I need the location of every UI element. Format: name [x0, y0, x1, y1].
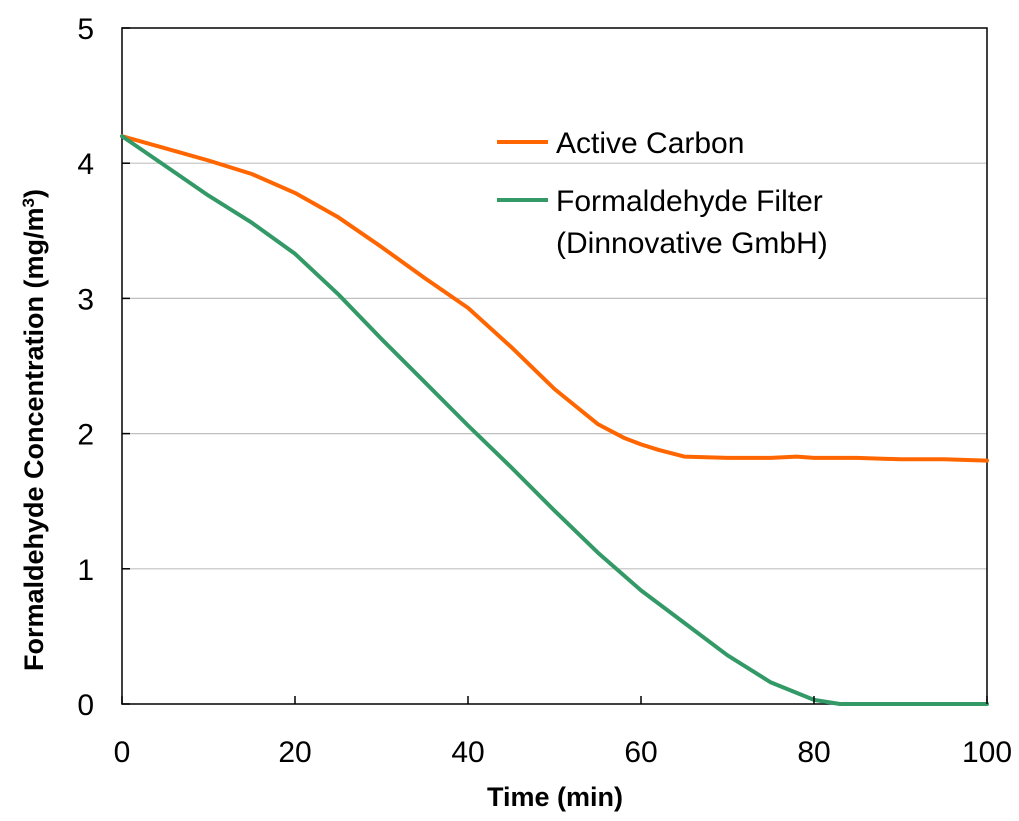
plot-area-border: [121, 27, 988, 705]
y-axis-title-superscript: 3: [19, 198, 38, 207]
series-line-1: [120, 134, 989, 463]
grid-layer: [122, 162, 987, 570]
series-line-2: [120, 134, 989, 706]
y-axis-title: Formaldehyde Concentration (mg/m3): [19, 189, 50, 671]
legend-label-1: Active Carbon: [556, 127, 744, 160]
y-tick-label: 3: [77, 283, 94, 316]
x-tick-label: 80: [797, 736, 830, 769]
legend: Active Carbon Formaldehyde Filter (Dinnova…: [497, 127, 828, 260]
y-tick-label: 0: [77, 689, 94, 722]
x-axis-title: Time (min): [487, 782, 623, 812]
y-axis-title-main: Formaldehyde Concentration (mg/m: [19, 207, 49, 671]
x-tick-label: 100: [962, 736, 1012, 769]
x-tick-label: 0: [114, 736, 131, 769]
series-layer: [120, 134, 989, 706]
x-tick-label: 20: [278, 736, 311, 769]
legend-label-2: (Dinnovative GmbH): [556, 227, 828, 260]
legend-label-2: Formaldehyde Filter: [556, 185, 823, 218]
x-tick-label: 60: [624, 736, 657, 769]
x-tick-label: 40: [451, 736, 484, 769]
y-tick-label: 5: [77, 13, 94, 46]
y-tick-label: 1: [77, 554, 94, 587]
y-tick-label: 2: [77, 419, 94, 452]
tick-layer: 0 20 40 60 80 100 0 1 2 3 4 5: [77, 13, 1012, 769]
y-tick-label: 4: [77, 148, 94, 181]
y-axis-title-close: ): [19, 189, 49, 198]
